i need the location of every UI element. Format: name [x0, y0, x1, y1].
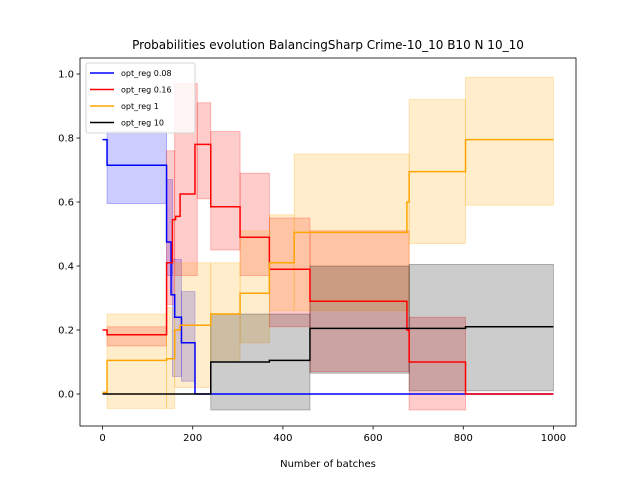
- opt-reg-0-16-band-4: [210, 131, 241, 251]
- y-tick-label: 0.8: [58, 134, 74, 145]
- plot-frame: [79, 57, 577, 427]
- y-tick-label: 0.0: [58, 390, 74, 401]
- x-tick-label: 0: [99, 433, 105, 444]
- opt-reg-1-line: [102, 138, 554, 394]
- x-axis-label: Number of batches: [280, 459, 376, 470]
- y-tick-label: 0.4: [58, 262, 74, 273]
- opt-reg-10-line: [102, 326, 554, 395]
- legend-label-opt-reg-0-16: opt_reg 0.16: [121, 86, 172, 95]
- opt-reg-0-16-band-0: [106, 326, 167, 347]
- legend-label-opt-reg-10: opt_reg 10: [121, 119, 164, 128]
- x-tick-label: 600: [364, 433, 383, 444]
- y-axis-ticks: 0.0 0.2 0.4 0.6 0.8 1.0: [58, 70, 80, 401]
- opt-reg-1-band-0: [106, 313, 167, 409]
- y-tick-label: 0.6: [58, 198, 74, 209]
- y-tick-label: 1.0: [58, 70, 74, 81]
- opt-reg-10-band-1: [309, 265, 410, 374]
- legend-box: [85, 62, 196, 134]
- series-lines: [102, 138, 554, 395]
- x-tick-label: 400: [273, 433, 292, 444]
- x-axis-ticks: 0 200 400 600 800 1000: [99, 426, 566, 444]
- y-tick-label: 0.2: [58, 326, 74, 337]
- legend-label-opt-reg-0-08: opt_reg 0.08: [121, 69, 172, 78]
- opt-reg-0-16-band-3: [196, 102, 212, 200]
- x-tick-label: 200: [183, 433, 202, 444]
- x-tick-label: 1000: [541, 433, 566, 444]
- opt-reg-0-16-line: [102, 143, 554, 395]
- opt-reg-0-08-line: [102, 138, 554, 395]
- opt-reg-1-band-3: [210, 262, 241, 363]
- opt-reg-0-16-band-5: [239, 172, 270, 276]
- x-tick-label: 800: [454, 433, 473, 444]
- chart-title: Probabilities evolution BalancingSharp C…: [132, 38, 524, 52]
- legend-label-opt-reg-1: opt_reg 1: [121, 102, 159, 111]
- legend: opt_reg 0.08 opt_reg 0.16 opt_reg 1 opt_reg…: [85, 62, 196, 134]
- opt-reg-1-band-8: [465, 76, 554, 206]
- opt-reg-10-band-2: [408, 263, 554, 392]
- opt-reg-0-08-band-0: [106, 131, 167, 205]
